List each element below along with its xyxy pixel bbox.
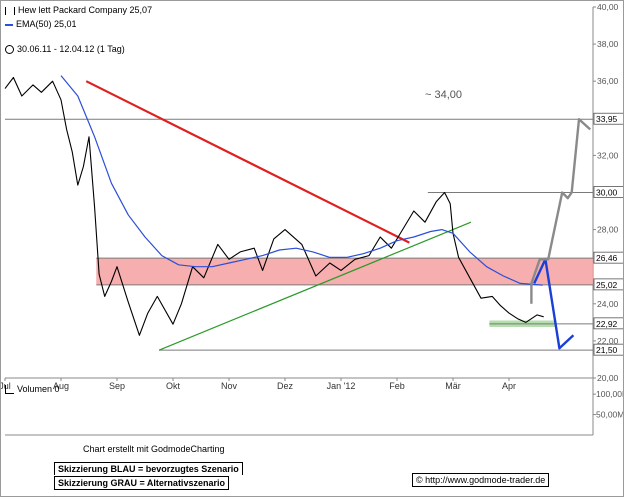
level-label-2: 26,46 — [596, 253, 618, 263]
level-box-3 — [593, 278, 623, 291]
range-legend: 30.06.11 - 12.04.12 (1 Tag) — [5, 44, 125, 55]
volume-legend: Volumen 0 — [5, 384, 60, 395]
level-box-2 — [593, 251, 623, 264]
ema-legend: EMA(50) 25,01 — [5, 19, 77, 29]
volume-label: Volumen 0 — [17, 384, 60, 394]
y-tick-label-0: 40,00 — [597, 2, 619, 12]
annotation-label: ~ 34,00 — [425, 89, 462, 101]
level-box-1 — [593, 186, 623, 198]
level-label-3: 25,02 — [596, 280, 618, 290]
y-tick-label-4: 28,00 — [597, 225, 619, 235]
volume-bars-icon — [5, 385, 14, 395]
ema-line-icon — [5, 23, 13, 26]
y-tick-label-1: 38,00 — [597, 39, 619, 49]
y-tick-label-5: 24,00 — [597, 299, 619, 309]
y-tick-label-7: 20,00 — [597, 373, 619, 383]
zone-0 — [96, 258, 593, 285]
level-label-0: 33,95 — [596, 114, 618, 124]
level-label-5: 21,50 — [596, 345, 618, 355]
range-label: 30.06.11 - 12.04.12 (1 Tag) — [17, 44, 125, 54]
series-0-line — [4, 76, 544, 336]
copyright-link[interactable]: © http://www.godmode-trader.de — [412, 473, 550, 487]
trendline-uptrend — [158, 221, 472, 351]
level-label-1: 30,00 — [596, 188, 618, 198]
level-label-4: 22,92 — [596, 319, 618, 329]
volume-tick-label-1: 50,00M — [596, 410, 623, 420]
x-tick-label-4: Nov — [221, 381, 238, 391]
level-box-0 — [593, 112, 623, 125]
y-tick-label-6: 22,00 — [597, 336, 619, 346]
note-gray: Skizzierung GRAU = Alternativszenario — [54, 476, 229, 490]
y-tick-label-3: 32,00 — [597, 150, 619, 160]
clock-icon — [5, 45, 14, 55]
x-tick-label-9: Apr — [502, 381, 516, 391]
level-box-4 — [593, 317, 623, 330]
series-3-line — [530, 118, 592, 304]
x-tick-label-7: Feb — [389, 381, 405, 391]
symbol-label: Hew lett Packard Company 25,07 — [18, 5, 153, 15]
x-tick-label-6: Jan '12 — [327, 381, 356, 391]
volume-tick-label-0: 100,00M — [596, 389, 623, 399]
symbol-legend: Hew lett Packard Company 25,07 — [5, 5, 152, 15]
y-tick-label-2: 36,00 — [597, 76, 619, 86]
x-tick-label-5: Dez — [277, 381, 294, 391]
x-tick-label-8: Mär — [445, 381, 461, 391]
chart-credit: Chart erstellt mit GodmodeCharting — [83, 444, 225, 454]
level-box-5 — [593, 343, 623, 356]
ema-label: EMA(50) 25,01 — [16, 19, 77, 29]
x-tick-label-1: Aug — [53, 381, 69, 391]
x-tick-label-3: Okt — [166, 381, 181, 391]
note-blue: Skizzierung BLAU = bevorzugtes Szenario — [54, 462, 243, 475]
x-tick-label-2: Sep — [109, 381, 125, 391]
series-2-line — [533, 258, 575, 350]
trendline-downtrend — [85, 80, 410, 244]
candle-icon — [5, 6, 15, 15]
series-1-line — [60, 75, 543, 286]
